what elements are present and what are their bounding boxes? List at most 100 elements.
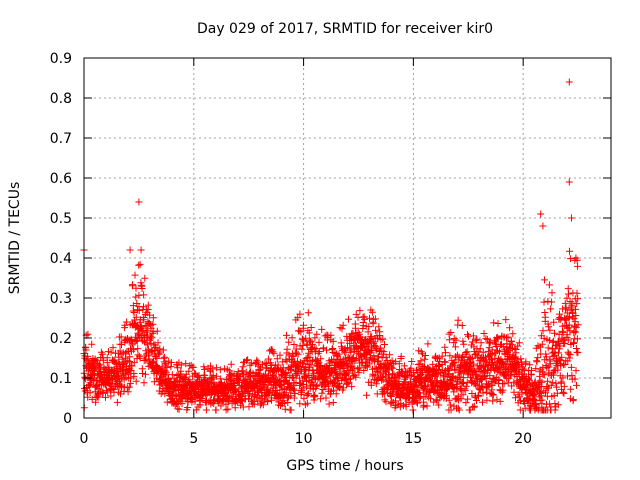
- data-point: [303, 391, 311, 399]
- data-point: [550, 348, 558, 356]
- data-point: [207, 362, 215, 370]
- data-point: [299, 360, 307, 368]
- y-tick-label: 0.8: [50, 91, 72, 107]
- data-point: [304, 309, 312, 317]
- data-point: [451, 358, 459, 366]
- data-point: [296, 400, 304, 408]
- data-point: [285, 338, 293, 346]
- data-point: [560, 382, 568, 390]
- data-point: [370, 338, 378, 346]
- data-point: [387, 393, 395, 400]
- data-point: [561, 361, 569, 368]
- data-point: [572, 254, 580, 262]
- data-point: [541, 276, 548, 284]
- data-point: [168, 371, 176, 379]
- data-point: [525, 375, 532, 383]
- data-point: [424, 340, 432, 348]
- data-point: [256, 386, 264, 393]
- data-point: [574, 262, 582, 270]
- data-point: [475, 392, 482, 400]
- data-point: [460, 379, 467, 387]
- data-point: [546, 326, 554, 334]
- data-point: [281, 370, 289, 377]
- data-point: [349, 330, 357, 338]
- data-point: [91, 355, 99, 363]
- data-point: [547, 305, 555, 313]
- data-point: [217, 375, 225, 383]
- data-point: [446, 352, 454, 360]
- data-point: [553, 389, 561, 397]
- data-point: [135, 307, 143, 314]
- data-point: [476, 345, 484, 353]
- data-point: [318, 325, 326, 333]
- data-point: [559, 374, 567, 382]
- data-point: [118, 355, 126, 363]
- x-tick-label: 5: [189, 431, 198, 447]
- data-point: [303, 341, 311, 349]
- ticks: [83, 57, 611, 419]
- data-point: [212, 406, 220, 414]
- data-point: [433, 397, 441, 405]
- data-point: [264, 398, 272, 406]
- chart-title: Day 029 of 2017, SRMTID for receiver kir…: [197, 21, 493, 37]
- data-point: [126, 246, 134, 254]
- data-point: [550, 318, 558, 326]
- data-point: [545, 363, 553, 371]
- data-point: [507, 337, 515, 345]
- data-point: [449, 384, 457, 392]
- data-point: [471, 367, 479, 375]
- data-point: [573, 300, 581, 308]
- data-point: [381, 341, 388, 348]
- data-point: [522, 358, 530, 366]
- data-point: [125, 383, 133, 391]
- data-point: [563, 331, 571, 339]
- data-point: [178, 400, 186, 408]
- data-point: [388, 364, 396, 372]
- data-point: [473, 397, 480, 404]
- data-point: [382, 398, 390, 406]
- data-point: [313, 382, 320, 390]
- data-point: [499, 386, 507, 394]
- data-point: [468, 390, 476, 397]
- data-point: [300, 394, 308, 402]
- data-point: [544, 297, 552, 305]
- data-point: [553, 383, 561, 391]
- y-tick-label: 0: [63, 411, 72, 427]
- data-point: [255, 393, 263, 401]
- data-point: [309, 340, 316, 348]
- data-point: [136, 354, 144, 362]
- data-point: [435, 354, 443, 362]
- data-point: [209, 371, 217, 379]
- data-point: [570, 339, 578, 347]
- data-point: [194, 373, 202, 381]
- data-point: [407, 364, 415, 372]
- data-point: [111, 356, 119, 364]
- data-point: [470, 343, 478, 351]
- data-point: [148, 333, 155, 341]
- data-point: [451, 343, 459, 351]
- data-point: [495, 377, 503, 384]
- y-tick-label: 0.3: [50, 291, 72, 307]
- data-point: [458, 322, 466, 329]
- data-point: [461, 387, 469, 395]
- data-point: [574, 295, 582, 303]
- x-axis-label: GPS time / hours: [286, 458, 403, 474]
- y-axis-label: SRMTID / TECUs: [7, 182, 23, 295]
- data-point: [537, 210, 545, 218]
- data-point: [567, 363, 575, 371]
- x-tick-label: 0: [80, 431, 89, 447]
- data-point: [305, 329, 313, 337]
- data-point: [445, 336, 453, 344]
- data-point: [516, 406, 524, 414]
- data-point: [445, 396, 453, 404]
- plot-frame: [83, 57, 612, 419]
- data-point: [566, 351, 574, 359]
- data-point: [451, 366, 459, 374]
- x-tick-label: 15: [404, 431, 422, 447]
- data-point: [491, 354, 499, 362]
- data-point: [135, 198, 143, 206]
- data-point: [386, 351, 394, 359]
- data-point: [132, 313, 140, 321]
- data-point: [367, 381, 375, 389]
- data-point: [107, 392, 115, 400]
